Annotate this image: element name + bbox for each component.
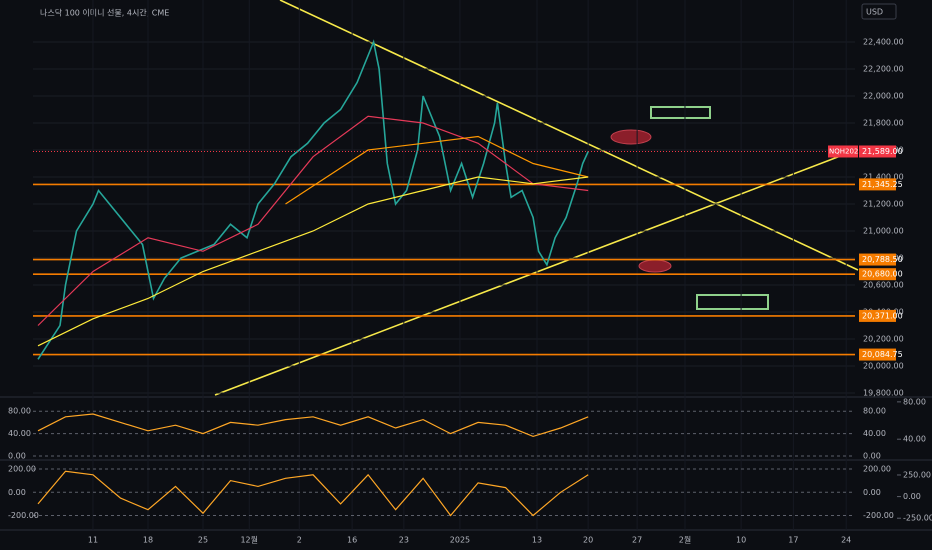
x-tick-label: 2월 (679, 535, 691, 545)
y2-tick-label: 0.00 (903, 492, 921, 501)
x-tick-label: 13 (532, 536, 542, 545)
y2-tick-label: 250.00 (903, 470, 931, 479)
symbol-label: NQH2025 (829, 147, 863, 155)
x-tick-label: 12월 (240, 535, 258, 545)
level-label-box (859, 309, 896, 322)
x-tick-label: 24 (841, 536, 851, 545)
x-tick-label: 27 (632, 536, 642, 545)
level-label: 20,371.00 (862, 311, 903, 320)
y-tick-label: 0.00 (863, 488, 881, 497)
x-tick-label: 11 (88, 536, 98, 545)
series-line (285, 135, 589, 205)
y-tick-label: 200.00 (8, 464, 36, 473)
y-tick-label: 21,000.00 (863, 227, 904, 236)
x-tick-label: 20 (583, 536, 593, 545)
y2-tick-label: 40.00 (903, 435, 926, 444)
y-tick-label: 20,600.00 (863, 281, 904, 290)
series-line (37, 39, 589, 360)
y2-tick-label: -250.00 (903, 514, 932, 523)
y-tick-label: 80.00 (863, 407, 886, 416)
currency-box (861, 3, 897, 20)
series-line (37, 470, 589, 517)
y2-tick-label: 80.00 (903, 397, 926, 406)
trend-line (279, 0, 859, 271)
chart-title: 나스닥 100 이미니 선물, 4시간, CME (40, 8, 169, 18)
y-tick-label: 21,200.00 (863, 200, 904, 209)
y-tick-label: 20,000.00 (863, 362, 904, 371)
y-tick-label: 21,800.00 (863, 119, 904, 128)
last-price-label: 21,589.00 (862, 147, 903, 156)
y-tick-label: 22,200.00 (863, 65, 904, 74)
y-tick-label: -200.00 (8, 511, 39, 520)
y-tick-label: -200.00 (863, 511, 894, 520)
level-label: 20,788.50 (862, 255, 903, 264)
x-tick-label: 10 (736, 536, 746, 545)
y-tick-label: 21,400.00 (863, 173, 904, 182)
last-price-box (859, 145, 896, 158)
y-tick-label: 19,800.00 (863, 389, 904, 398)
currency: USD (866, 8, 883, 17)
y-tick-label: 22,000.00 (863, 92, 904, 101)
zone-ellipse (638, 259, 672, 273)
y-tick-label: 20,200.00 (863, 335, 904, 344)
level-label: 20,084.75 (862, 350, 903, 359)
y-tick-label: 0.00 (8, 452, 26, 461)
level-label-box (859, 178, 896, 191)
y-tick-label: 40.00 (863, 429, 886, 438)
series-line (37, 176, 589, 347)
level-label: 20,680.00 (862, 270, 903, 279)
series-line (37, 413, 589, 438)
y-tick-label: 40.00 (8, 429, 31, 438)
zone-ellipse (610, 129, 652, 145)
x-tick-label: 2025 (450, 536, 470, 545)
level-label-box (859, 348, 896, 361)
x-tick-label: 18 (143, 536, 153, 545)
level-label-box (859, 268, 896, 281)
target-box (696, 294, 769, 310)
x-tick-label: 17 (788, 536, 798, 545)
x-tick-label: 16 (347, 536, 357, 545)
series-line (37, 115, 589, 326)
symbol-box (828, 145, 858, 158)
x-tick-label: 23 (399, 536, 409, 545)
x-tick-label: 2 (297, 536, 302, 545)
level-label: 21,345.25 (862, 180, 903, 189)
target-box (650, 106, 711, 119)
level-label-box (859, 253, 896, 266)
x-tick-label: 25 (198, 536, 208, 545)
y-tick-label: 0.00 (863, 452, 881, 461)
y-tick-label: 0.00 (8, 488, 26, 497)
y-tick-label: 80.00 (8, 407, 31, 416)
y-tick-label: 22,400.00 (863, 38, 904, 47)
y-tick-label: 200.00 (863, 464, 891, 473)
